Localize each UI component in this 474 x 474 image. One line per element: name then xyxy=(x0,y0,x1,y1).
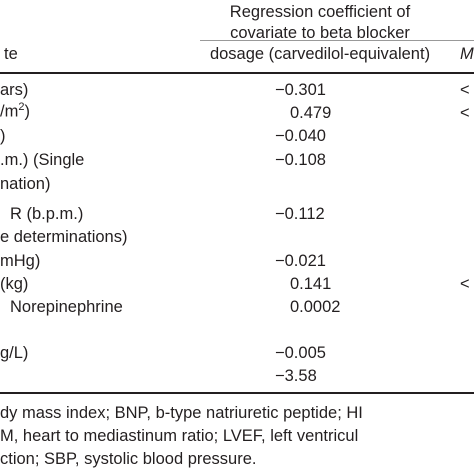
table-row-label: (kg) xyxy=(0,275,29,293)
regression-header-line-2: covariate to beta blocker xyxy=(230,24,410,42)
table-row-label: R (b.p.m.) xyxy=(10,205,84,223)
table-row-coef: −0.112 xyxy=(275,205,325,223)
table-row-coef: −0.040 xyxy=(275,127,326,145)
table-row-extra: < xyxy=(460,275,470,293)
table-row-coef: 0.141 xyxy=(290,275,332,293)
header-bottom-rule xyxy=(0,72,474,74)
table-row-label: mHg) xyxy=(0,252,41,270)
table-row-label: /m2) xyxy=(0,101,30,121)
footnote-line-1: dy mass index; BNP, b-type natriuretic p… xyxy=(0,404,363,422)
table-row-label: ars) xyxy=(0,81,29,99)
table-row-coef: 0.0002 xyxy=(290,298,341,316)
table-row-label: e determinations) xyxy=(0,228,128,246)
table-row-label: ) xyxy=(0,127,6,145)
table-row-coef: −0.108 xyxy=(275,151,326,169)
table-row-extra: < xyxy=(460,81,470,99)
table-row-coef: −3.58 xyxy=(275,367,317,385)
table-row-label: g/L) xyxy=(0,344,29,362)
table-row-extra: < xyxy=(460,104,470,122)
table-row-coef: −0.021 xyxy=(275,252,326,270)
table-row-coef: −0.301 xyxy=(275,81,326,99)
regression-header-line-3: dosage (carvedilol-equivalent) xyxy=(209,45,431,63)
header-sub-rule xyxy=(200,40,474,41)
footnote-line-2: M, heart to mediastinum ratio; LVEF, lef… xyxy=(0,427,359,445)
table-row-label: .m.) (Single xyxy=(0,151,85,169)
regression-header-line-1: Regression coefficient of xyxy=(229,3,411,21)
table-row-coef: −0.005 xyxy=(275,344,326,362)
table-row-label: Norepinephrine xyxy=(10,298,123,316)
table-row-coef: 0.479 xyxy=(290,104,332,122)
right-column-header: M xyxy=(460,45,474,63)
covariate-column-header: te xyxy=(4,45,18,63)
footnote-line-3: ction; SBP, systolic blood pressure. xyxy=(0,450,257,468)
table-row-label: nation) xyxy=(0,175,51,193)
table-bottom-rule xyxy=(0,392,474,394)
